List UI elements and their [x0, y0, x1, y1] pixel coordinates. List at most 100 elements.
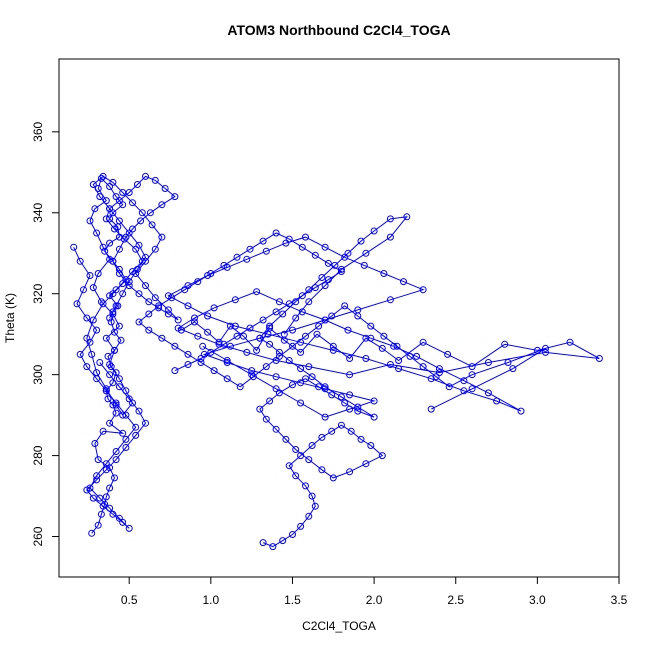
- data-point: [125, 282, 133, 290]
- data-point: [148, 221, 156, 229]
- data-point: [370, 413, 378, 421]
- data-point: [76, 350, 84, 358]
- data-point: [259, 539, 267, 547]
- data-point: [297, 399, 305, 407]
- data-point: [292, 314, 300, 322]
- data-point: [262, 363, 270, 371]
- data-point: [362, 460, 370, 468]
- data-point: [292, 472, 300, 480]
- data-point: [106, 215, 114, 223]
- data-point: [357, 237, 365, 245]
- data-point: [308, 373, 316, 381]
- data-point: [395, 365, 403, 373]
- data-point: [97, 298, 105, 306]
- data-point: [220, 340, 228, 348]
- data-point: [142, 419, 149, 427]
- data-point: [468, 371, 476, 379]
- data-point: [360, 261, 368, 269]
- data-point: [285, 300, 293, 308]
- data-point: [380, 332, 388, 340]
- data-point: [289, 326, 296, 334]
- data-point: [83, 486, 91, 494]
- data-point: [151, 245, 159, 253]
- data-point: [354, 312, 362, 320]
- data-point: [76, 257, 84, 265]
- data-point: [346, 468, 354, 476]
- data-point: [370, 227, 378, 235]
- data-point: [106, 205, 114, 213]
- data-point: [184, 302, 192, 310]
- data-point: [324, 276, 332, 284]
- data-point: [115, 322, 123, 330]
- data-point: [184, 361, 192, 368]
- data-point: [347, 427, 355, 435]
- data-point: [125, 524, 133, 532]
- data-point: [171, 342, 179, 350]
- data-point: [272, 229, 280, 237]
- data-point: [106, 361, 114, 368]
- data-point: [413, 352, 421, 360]
- data-point: [94, 185, 102, 192]
- data-point: [207, 348, 215, 356]
- data-point: [106, 504, 114, 512]
- data-point: [73, 300, 81, 308]
- data-point: [101, 247, 109, 255]
- data-point: [542, 344, 549, 352]
- data-point: [346, 371, 354, 379]
- data-point: [231, 322, 239, 330]
- data-point: [137, 217, 145, 225]
- data-point: [504, 359, 512, 366]
- series-line-1: [86, 175, 179, 534]
- data-point: [328, 312, 336, 320]
- y-tick-label: 280: [31, 445, 45, 465]
- data-point: [86, 338, 94, 346]
- data-point: [125, 395, 133, 403]
- data-point: [93, 375, 101, 383]
- data-point: [99, 502, 107, 510]
- data-point: [324, 259, 332, 267]
- data-point: [104, 352, 112, 360]
- data-point: [99, 172, 107, 180]
- data-point: [311, 251, 319, 259]
- data-point: [122, 435, 130, 443]
- data-point: [129, 199, 136, 207]
- data-point: [297, 348, 305, 356]
- data-point: [199, 342, 207, 350]
- data-point: [259, 316, 267, 324]
- data-point: [305, 363, 313, 371]
- data-point: [80, 286, 87, 294]
- data-point: [106, 314, 114, 322]
- data-point: [275, 298, 283, 306]
- data-point: [106, 371, 114, 379]
- data-point: [328, 427, 336, 435]
- data-point: [132, 431, 140, 439]
- data-point: [460, 387, 468, 395]
- data-point: [249, 373, 257, 381]
- data-point: [207, 270, 215, 277]
- x-axis: 0.5 1.0 1.5 2.0 2.5 3.0 3.5: [121, 576, 628, 607]
- data-point: [125, 278, 133, 286]
- data-point: [120, 235, 128, 243]
- data-point: [151, 294, 159, 302]
- data-point: [210, 367, 218, 375]
- data-point: [395, 357, 403, 364]
- data-point: [112, 369, 120, 377]
- data-point: [445, 383, 453, 391]
- data-point: [142, 257, 149, 265]
- data-point: [256, 334, 264, 342]
- data-point: [102, 387, 110, 395]
- data-point: [109, 510, 117, 518]
- data-point: [337, 393, 345, 401]
- data-point: [119, 518, 127, 526]
- data-point: [94, 456, 102, 464]
- data-point: [142, 172, 149, 180]
- data-point: [168, 294, 176, 302]
- y-axis-label: Theta (K): [3, 293, 17, 343]
- data-point: [484, 359, 492, 366]
- data-point: [89, 284, 97, 292]
- data-point: [318, 466, 326, 474]
- data-point: [297, 365, 305, 373]
- data-point: [107, 363, 115, 371]
- data-point: [115, 270, 123, 277]
- data-point: [386, 215, 394, 223]
